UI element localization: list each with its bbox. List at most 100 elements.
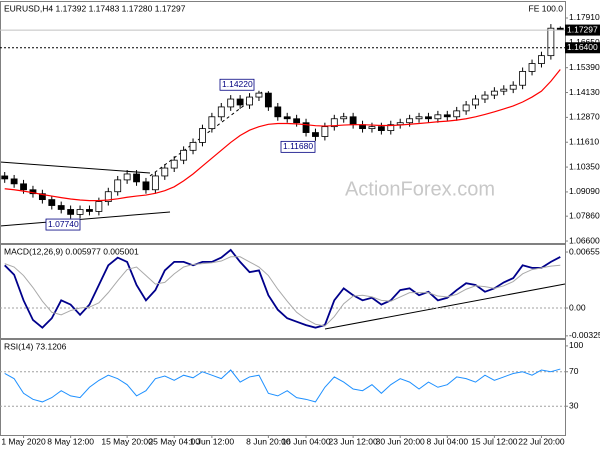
candle-body xyxy=(274,106,282,118)
price-level-box xyxy=(565,42,600,54)
candle-body xyxy=(443,114,451,118)
x-tick-label: 22 Jul 20:00 xyxy=(518,436,565,446)
candle-body xyxy=(453,110,461,118)
candle-body xyxy=(133,173,140,183)
candle-body xyxy=(208,116,216,130)
candle-body xyxy=(104,191,112,202)
y-tick-label: 1.09090 xyxy=(569,186,600,196)
candle-body xyxy=(293,118,301,124)
candle-body xyxy=(180,149,188,161)
y-tick-label: -0.003259 xyxy=(569,330,600,340)
annotation-label: 1.07740 xyxy=(48,219,79,229)
y-tick-label: 1.06600 xyxy=(569,235,600,245)
x-tick-label: 30 Jun 20:00 xyxy=(376,436,425,446)
moving-average xyxy=(4,69,561,202)
y-tick-label: 70 xyxy=(569,366,579,376)
candle-body xyxy=(519,71,527,86)
candle-body xyxy=(199,128,206,143)
candle-body xyxy=(547,27,555,57)
panel-title: MACD(12,26,9) 0.005977 0.005001 xyxy=(4,246,139,256)
candle-body xyxy=(48,199,56,206)
indicator-line xyxy=(4,256,561,327)
x-tick-label: 8 Jun 20:00 xyxy=(246,436,291,446)
y-tick-label: 1.07860 xyxy=(569,210,600,220)
annotation-label: 1.11680 xyxy=(283,141,313,151)
x-tick-label: 16 Jun 04:00 xyxy=(281,436,330,446)
indicator-line xyxy=(4,248,561,329)
price-level-box xyxy=(565,24,600,36)
panel-frame xyxy=(0,1,566,244)
panel-title: EURUSD,H4 1.17392 1.17483 1.17280 1.1729… xyxy=(4,3,186,13)
y-tick-label: 1.15390 xyxy=(569,62,600,72)
annotation-box xyxy=(45,218,81,231)
y-tick-label: 0.00 xyxy=(569,302,586,312)
candle-body xyxy=(67,209,75,215)
candle-body xyxy=(246,96,253,106)
candle-body xyxy=(255,92,263,98)
annotation-box xyxy=(280,140,316,153)
watermark: ActionForex.com xyxy=(345,178,495,200)
candle-body xyxy=(415,116,423,120)
x-tick-label: 8 May 12:00 xyxy=(47,436,94,446)
candle-body xyxy=(481,94,489,100)
y-tick-label: 1.14130 xyxy=(569,87,600,97)
x-tick-label: 1 Jun 12:00 xyxy=(190,436,235,446)
panel-title: RSI(14) 73.1206 xyxy=(4,341,67,351)
candle-body xyxy=(161,167,169,177)
macd-trendline xyxy=(324,283,566,330)
y-tick-label: 0.006554 xyxy=(569,246,600,256)
y-tick-label: 100 xyxy=(569,340,583,350)
annotation-box xyxy=(219,78,255,91)
x-tick-label: 8 Jul 04:00 xyxy=(426,436,468,446)
candle-body xyxy=(76,209,84,215)
candle-body xyxy=(114,179,122,193)
fibo-line xyxy=(149,91,263,177)
y-tick-label: 30 xyxy=(569,400,579,410)
candle-body xyxy=(227,98,235,108)
candle-body xyxy=(170,159,178,169)
candle-body xyxy=(472,98,479,106)
candle-body xyxy=(462,104,470,112)
candle-body xyxy=(406,118,414,124)
candle-body xyxy=(330,118,338,128)
y-tick-label: 1.17910 xyxy=(569,12,600,22)
candle-body xyxy=(425,116,432,120)
candle-body xyxy=(321,126,329,137)
candles xyxy=(1,24,564,219)
candle-body xyxy=(86,209,93,212)
candle-body xyxy=(38,193,46,201)
candle-body xyxy=(377,126,385,131)
y-tick-label: 1.16650 xyxy=(569,37,600,47)
candle-body xyxy=(302,122,310,133)
candle-body xyxy=(312,132,319,137)
price-level-label: 1.16400 xyxy=(567,42,598,52)
candle-body xyxy=(142,181,150,191)
x-tick-label: 23 Jun 12:00 xyxy=(329,436,378,446)
trendline xyxy=(0,211,171,227)
candle-body xyxy=(500,88,508,92)
candle-body xyxy=(490,90,498,96)
candle-body xyxy=(10,178,18,185)
y-tick-label: 1.12870 xyxy=(569,112,600,122)
y-tick-label: 1.11610 xyxy=(569,136,599,146)
candle-body xyxy=(387,124,395,131)
candle-body xyxy=(189,142,197,151)
candle-body xyxy=(123,173,131,181)
candle-body xyxy=(95,201,103,212)
x-tick-label: 25 May 04:00 xyxy=(148,436,200,446)
candle-body xyxy=(509,84,517,90)
trendline xyxy=(0,161,151,174)
candle-body xyxy=(236,98,244,106)
candle-body xyxy=(538,55,545,64)
candle-body xyxy=(151,175,159,191)
x-tick-label: 1 May 2020 xyxy=(1,436,46,446)
candle-body xyxy=(217,106,225,118)
candle-body xyxy=(57,205,65,210)
annotation-label: 1.14220 xyxy=(222,79,253,89)
drawing-objects xyxy=(0,91,566,330)
candle-body xyxy=(283,116,291,120)
x-tick-label: 15 May 20:00 xyxy=(101,436,153,446)
panel-frame xyxy=(0,244,566,339)
